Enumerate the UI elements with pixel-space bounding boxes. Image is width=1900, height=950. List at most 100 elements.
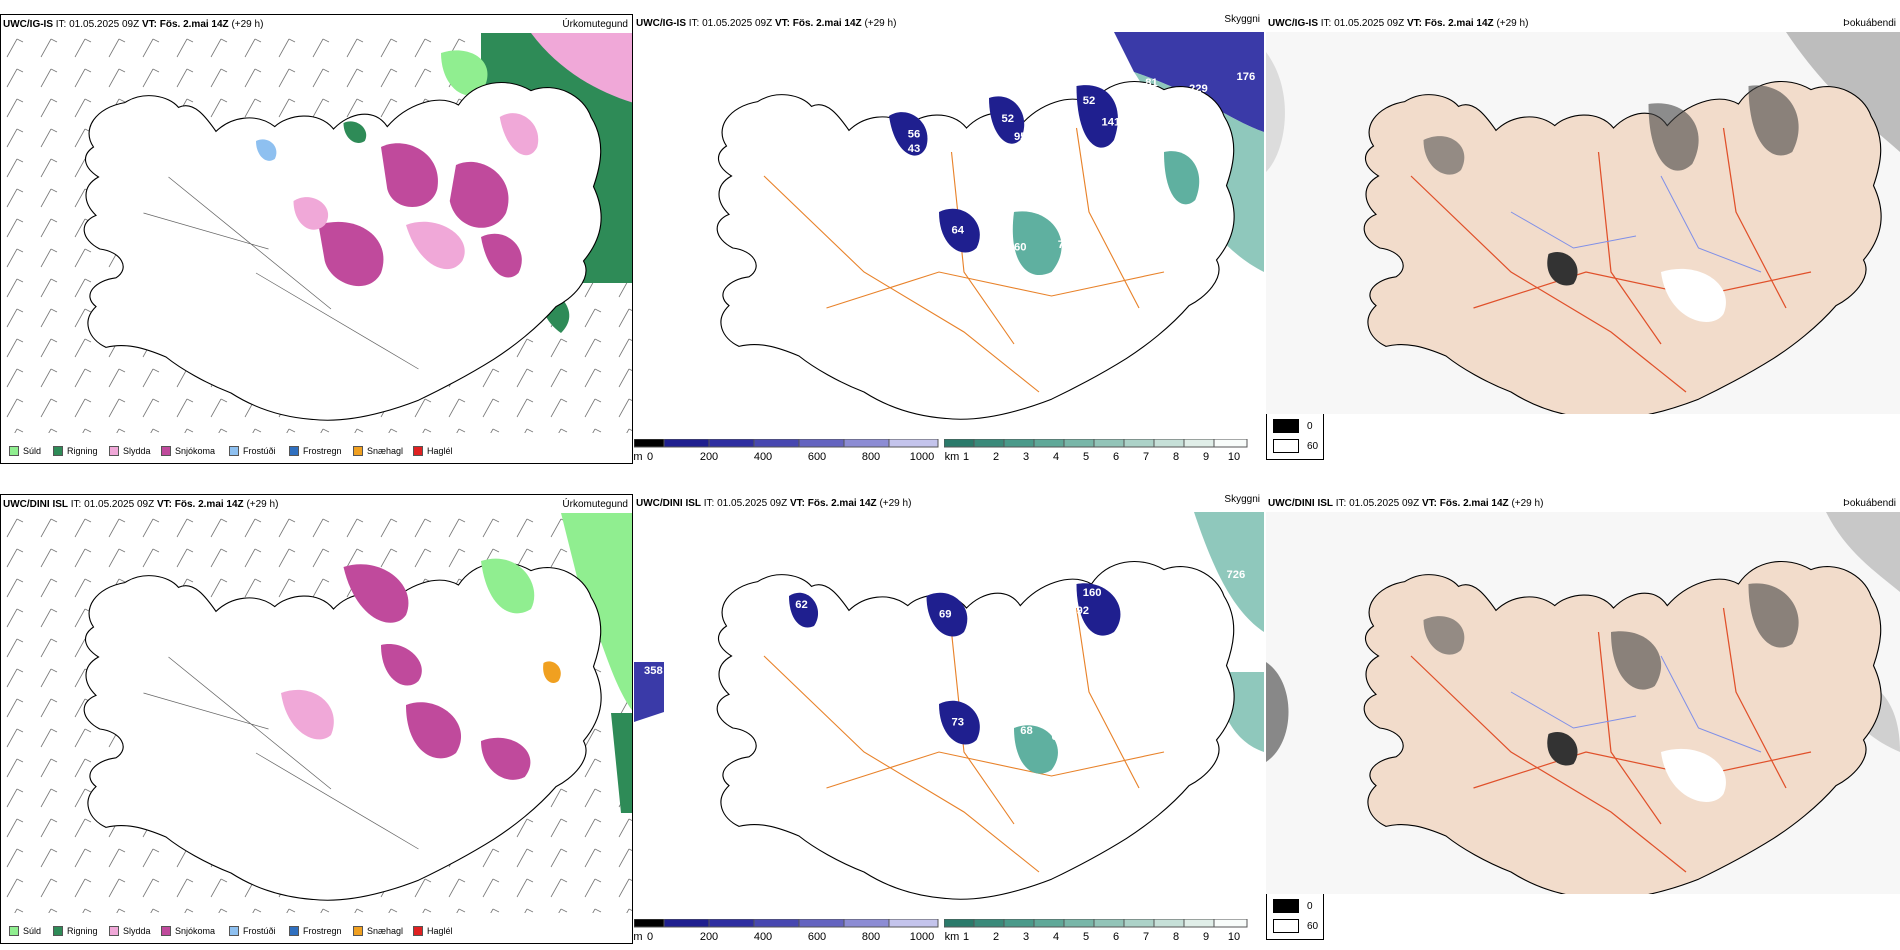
vis-label: 70 <box>1058 239 1071 251</box>
vis-label: 52 <box>1002 113 1015 125</box>
legend-item: Snæhagl <box>353 446 403 456</box>
fog-swatch <box>1273 899 1299 913</box>
tick-label: 3 <box>1022 451 1030 463</box>
precip-map <box>1 513 632 913</box>
vis-label: 58 <box>1145 599 1158 611</box>
vis-label: 56 <box>908 129 921 141</box>
visibility-colorbar <box>944 919 1248 928</box>
legend-swatch <box>229 446 239 456</box>
legend-swatch <box>9 446 19 456</box>
height-ticks: m 0 200 400 600 800 1000 <box>634 451 939 464</box>
panel-header: UWC/IG-IS IT: 01.05.2025 09Z VT: Fös. 2.… <box>3 19 264 30</box>
vis-label: 176 <box>1237 71 1256 83</box>
tick-label: 1 <box>962 931 970 943</box>
legend-swatch <box>413 926 423 936</box>
vis-label: 138 <box>1039 191 1058 203</box>
legend-item: Snjókoma <box>161 446 215 456</box>
tick-label: 10 <box>1227 931 1241 943</box>
field-title: Þokuábendi <box>1843 18 1896 29</box>
height-scale: m 0 200 400 600 800 1000 <box>634 439 939 464</box>
tick-label: 600 <box>807 451 827 463</box>
vis-label: 43 <box>908 143 921 155</box>
field-title: Skyggni <box>1224 494 1260 505</box>
precip-legend: Súld Rigning Slydda Snjókoma Frostúði Fr… <box>1 439 632 463</box>
vis-label: 52 <box>1083 95 1096 107</box>
tick-label: 4 <box>1052 931 1060 943</box>
legend-swatch <box>53 446 63 456</box>
vis-label: 81 <box>1145 77 1158 89</box>
fog-legend-item: 60 <box>1273 919 1318 933</box>
legend-swatch <box>161 446 171 456</box>
fog-legend-bottom: 0 60 <box>1266 892 1324 940</box>
vis-label: 60 <box>1052 731 1065 743</box>
vis-label: 68 <box>1020 725 1033 737</box>
field-title: Úrkomutegund <box>562 19 628 30</box>
field-title: Úrkomutegund <box>562 499 628 510</box>
vis-label: 141 <box>1102 117 1121 129</box>
scale-unit: m <box>634 931 643 943</box>
tick-label: 1000 <box>909 931 935 943</box>
legend-item: Frostúði <box>229 446 276 456</box>
vis-label: 404 <box>1077 263 1097 275</box>
tick-label: 5 <box>1082 451 1090 463</box>
precip-panel-bottom: UWC/DINI ISL IT: 01.05.2025 09Z VT: Fös.… <box>0 494 633 944</box>
legend-item: Rigning <box>53 446 98 456</box>
visibility-panel-bottom: UWC/DINI ISL IT: 01.05.2025 09Z VT: Fös.… <box>634 494 1264 944</box>
precip-legend: Súld Rigning Slydda Snjókoma Frostúði Fr… <box>1 919 632 943</box>
tick-label: 0 <box>646 451 654 463</box>
legend-swatch <box>109 926 119 936</box>
legend-swatch <box>353 446 363 456</box>
tick-label: 9 <box>1202 451 1210 463</box>
legend-item: Haglél <box>413 926 453 936</box>
tick-label: 3 <box>1022 931 1030 943</box>
legend-item: Snæhagl <box>353 926 403 936</box>
fog-legend-top: 0 60 <box>1266 412 1324 460</box>
vis-label: 95 <box>1014 131 1027 143</box>
legend-item: Frostúði <box>229 926 276 936</box>
vis-label: 04 <box>1152 137 1165 149</box>
fog-swatch <box>1273 419 1299 433</box>
vis-label: 292 <box>1070 605 1089 617</box>
legend-swatch <box>289 926 299 936</box>
field-title: Þokuábendi <box>1843 498 1896 509</box>
vis-label: 71 <box>1129 98 1142 110</box>
legend-swatch <box>109 446 119 456</box>
vis-label: 358 <box>644 665 663 677</box>
fog-legend-item: 0 <box>1273 899 1313 913</box>
fog-map <box>1266 32 1900 414</box>
fog-panel-top: UWC/IG-IS IT: 01.05.2025 09Z VT: Fös. 2.… <box>1266 14 1900 414</box>
visibility-ticks: km 1 2 3 4 5 6 7 8 9 10 <box>944 931 1248 944</box>
legend-item: Frostregn <box>289 926 342 936</box>
vis-label: 76 <box>1189 617 1202 629</box>
visibility-scale: km 1 2 3 4 5 6 7 8 9 10 <box>944 919 1248 944</box>
tick-label: 8 <box>1172 931 1180 943</box>
fog-swatch <box>1273 919 1299 933</box>
legend-item: Súld <box>9 926 41 936</box>
tick-label: 7 <box>1142 931 1150 943</box>
height-colorbar <box>634 919 939 928</box>
tick-label: 8 <box>1172 451 1180 463</box>
tick-label: 0 <box>646 931 654 943</box>
panel-header: UWC/DINI ISL IT: 01.05.2025 09Z VT: Fös.… <box>636 498 912 509</box>
precip-map <box>1 33 632 433</box>
tick-label: 200 <box>699 451 719 463</box>
legend-swatch <box>161 926 171 936</box>
legend-swatch <box>9 926 19 936</box>
legend-swatch <box>289 446 299 456</box>
tick-label: 9 <box>1202 931 1210 943</box>
vis-label: 60 <box>1014 242 1027 254</box>
tick-label: 5 <box>1082 931 1090 943</box>
tick-label: 400 <box>753 931 773 943</box>
tick-label: 800 <box>861 931 881 943</box>
tick-label: 10 <box>1227 451 1241 463</box>
height-colorbar <box>634 439 939 448</box>
panel-header: UWC/IG-IS IT: 01.05.2025 09Z VT: Fös. 2.… <box>1268 18 1529 29</box>
vis-label: 160 <box>1083 587 1102 599</box>
vis-label: 726 <box>1227 569 1246 581</box>
legend-swatch <box>229 926 239 936</box>
visibility-map: 62 69 168 73 68 60 37 82 160 292 414 58 … <box>634 512 1264 900</box>
panel-header: UWC/DINI ISL IT: 01.05.2025 09Z VT: Fös.… <box>1268 498 1544 509</box>
height-scale: m 0 200 400 600 800 1000 <box>634 919 939 944</box>
tick-label: 2 <box>992 451 1000 463</box>
fog-legend-item: 0 <box>1273 419 1313 433</box>
